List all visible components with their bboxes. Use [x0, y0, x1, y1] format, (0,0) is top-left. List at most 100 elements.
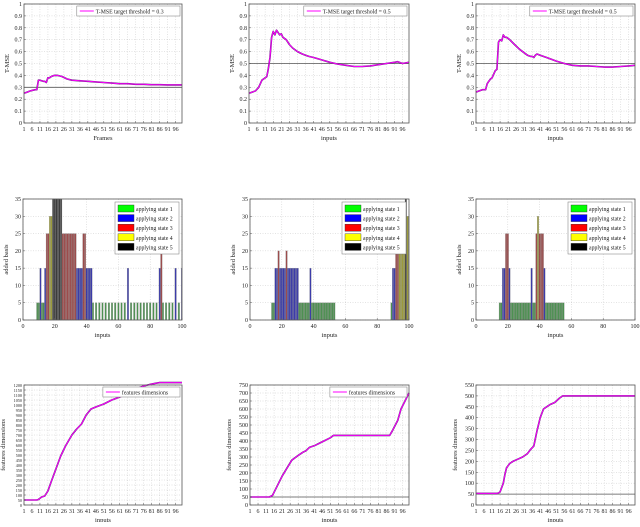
y-tick-label: 0	[245, 503, 248, 509]
chart-tmse-3: 00.10.20.30.40.50.60.70.80.911 6 11 16 21 26 3…	[456, 2, 636, 142]
x-tick-label: 41	[537, 509, 543, 515]
x-tick-label: 96	[626, 127, 632, 133]
bar	[511, 302, 514, 321]
bar	[540, 233, 543, 321]
chart-added-basis-3: 0 5 10 15 20 25 30 35 0 20 40 60 80 100 inputs added ba…	[456, 197, 640, 339]
y-axis-label: features dimensions	[452, 419, 459, 471]
x-tick-label: 0	[475, 324, 478, 330]
y-tick-label: 0.7	[15, 38, 23, 44]
x-tick-label: 16	[497, 509, 503, 515]
bar	[323, 302, 326, 321]
y-axis-label: features dimensions	[226, 419, 233, 471]
bar	[79, 267, 82, 321]
y-tick-label: 0.8	[467, 26, 475, 32]
x-tick-label: 91	[165, 509, 171, 515]
bar	[541, 233, 544, 321]
bar	[543, 267, 546, 321]
x-tick-label: 81	[149, 509, 155, 515]
series-line	[475, 34, 636, 93]
x-tick-label: 56	[109, 509, 115, 515]
bar	[47, 233, 50, 321]
x-tick-label: 71	[133, 509, 139, 515]
y-tick-label: 200	[16, 483, 22, 488]
legend-swatch	[344, 223, 362, 232]
legend-swatch	[570, 223, 588, 232]
bar	[301, 302, 304, 321]
bar	[333, 302, 336, 321]
x-tick-label: 76	[141, 509, 147, 515]
legend-label: applying state 3	[136, 226, 173, 232]
bar	[155, 302, 158, 321]
bar	[171, 302, 174, 321]
bar	[533, 302, 536, 321]
y-tick-label: 300	[239, 455, 248, 461]
bar	[392, 267, 395, 321]
x-tick-label: 46	[319, 509, 325, 515]
y-tick-label: 50	[468, 492, 474, 498]
y-tick-label: 50	[18, 498, 22, 503]
y-tick-label: 0.4	[15, 73, 23, 79]
y-tick-label: 150	[239, 479, 248, 485]
x-tick-label: 1	[475, 509, 478, 515]
x-tick-label: 21	[278, 127, 284, 133]
bar	[57, 198, 59, 321]
bar	[309, 267, 312, 321]
x-tick-label: 1	[249, 509, 252, 515]
x-tick-label: 91	[391, 127, 397, 133]
legend-label: features dimensions	[349, 389, 396, 396]
bar	[498, 302, 501, 321]
x-tick-label: 91	[618, 127, 624, 133]
y-tick-label: 0.5	[15, 62, 23, 68]
x-tick-label: 86	[157, 509, 163, 515]
bar	[49, 216, 51, 321]
bar	[88, 267, 91, 321]
x-axis-label: inputs	[322, 517, 338, 522]
y-tick-label: 0.1	[240, 109, 248, 115]
y-tick-label: 150	[465, 470, 474, 476]
legend-label: applying state 2	[363, 217, 400, 223]
x-tick-label: 41	[311, 509, 317, 515]
bar	[514, 302, 517, 321]
bar	[82, 233, 85, 321]
x-tick-label: 11	[37, 509, 43, 515]
legend-label: T-MSE target threshold = 0.3	[96, 9, 164, 15]
bar	[39, 267, 42, 321]
x-tick-label: 26	[287, 509, 293, 515]
bar	[552, 302, 555, 321]
legend-swatch	[117, 243, 135, 251]
y-tick-label: 700	[16, 433, 22, 438]
x-tick-label: 81	[375, 127, 381, 133]
y-tick-label: 450	[465, 405, 474, 411]
x-tick-label: 21	[53, 127, 59, 133]
legend-label: T-MSE target threshold = 0.5	[549, 9, 617, 15]
bar	[502, 267, 504, 321]
x-tick-label: 86	[384, 509, 390, 515]
bar	[272, 302, 275, 321]
legend-swatch	[117, 223, 135, 232]
x-tick-label: 11	[489, 127, 495, 133]
bar	[554, 302, 557, 321]
x-tick-label: 91	[392, 509, 398, 515]
chart-features-dim-1: 0501001502002503003504004505005506006507…	[0, 381, 183, 524]
x-tick-label: 1	[248, 127, 251, 133]
x-tick-label: 86	[383, 127, 389, 133]
x-tick-label: 56	[561, 127, 567, 133]
x-tick-label: 100	[631, 324, 640, 330]
bar	[549, 302, 552, 321]
bar	[317, 302, 320, 321]
y-tick-label: 0.7	[467, 38, 475, 44]
y-tick-label: 0.2	[15, 97, 23, 103]
x-tick-label: 36	[529, 127, 535, 133]
legend-swatch	[344, 233, 362, 242]
y-tick-label: 100	[465, 481, 474, 487]
x-tick-label: 76	[367, 509, 373, 515]
y-tick-label: 15	[242, 266, 248, 272]
bar	[562, 302, 565, 321]
y-tick-label: 30	[242, 214, 248, 220]
x-tick-label: 71	[359, 127, 365, 133]
y-tick-label: 0	[471, 318, 474, 324]
legend-label: applying state 5	[363, 245, 400, 251]
y-tick-label: 150	[16, 488, 22, 493]
x-tick-label: 20	[52, 324, 58, 330]
